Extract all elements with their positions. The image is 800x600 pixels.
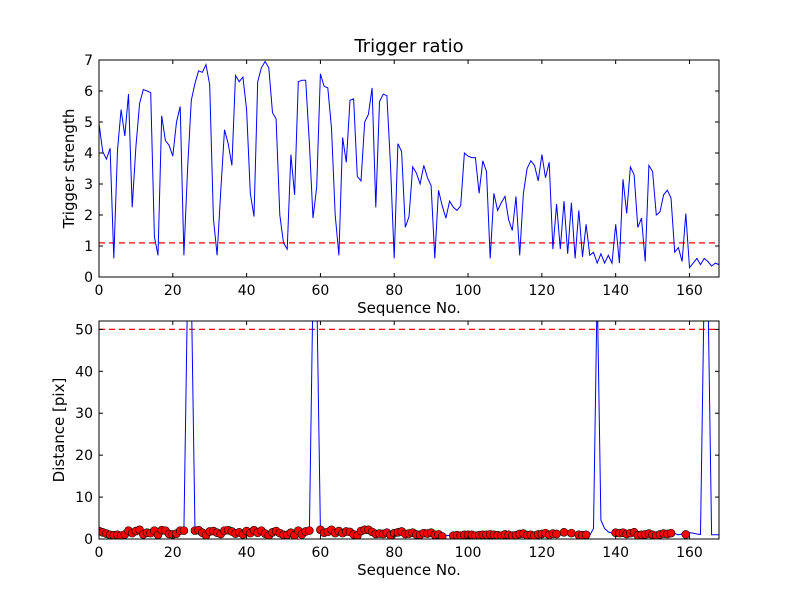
y-tick-label: 10 xyxy=(75,490,93,506)
plot-background xyxy=(99,60,719,277)
x-tick-label: 0 xyxy=(95,283,104,299)
y-tick-label: 4 xyxy=(84,146,93,162)
y-tick-label: 0 xyxy=(84,270,93,286)
data-point xyxy=(559,527,569,537)
marker-group xyxy=(99,525,691,539)
x-tick-label: 120 xyxy=(528,545,555,561)
data-point xyxy=(681,530,691,539)
x-axis-label: Sequence No. xyxy=(357,299,461,317)
y-axis-label: Trigger strength xyxy=(60,109,78,230)
x-tick-label: 100 xyxy=(455,283,482,299)
chart-title: Trigger ratio xyxy=(353,36,463,57)
x-tick-label: 80 xyxy=(385,283,403,299)
y-tick-label: 6 xyxy=(84,84,93,100)
x-tick-label: 140 xyxy=(602,545,629,561)
y-tick-label: 3 xyxy=(84,177,93,193)
axes-frame xyxy=(98,59,720,278)
y-tick-label: 30 xyxy=(75,406,93,422)
x-tick-label: 80 xyxy=(385,545,403,561)
data-point xyxy=(437,532,447,539)
x-tick-label: 40 xyxy=(238,545,256,561)
x-tick-label: 120 xyxy=(528,283,555,299)
x-tick-label: 160 xyxy=(676,545,703,561)
data-point xyxy=(305,526,314,535)
x-tick-label: 100 xyxy=(455,545,482,561)
bottom-panel-distance: 0 20 40 60 80 100 120 140 160 0 10 20 30 40 50 Sequence… xyxy=(50,320,720,579)
plot-background xyxy=(99,321,719,539)
y-tick-label: 1 xyxy=(84,239,93,255)
series-line-trigger-strength xyxy=(99,60,719,270)
x-tick-label: 40 xyxy=(238,283,256,299)
y-tick-label: 40 xyxy=(75,364,93,380)
data-point xyxy=(581,530,591,539)
x-tick-label: 20 xyxy=(164,283,182,299)
x-tick-label: 140 xyxy=(602,283,629,299)
y-tick-label: 7 xyxy=(84,53,93,69)
top-panel-trigger-ratio: 0 20 40 60 80 100 120 140 160 0 1 2 3 4 5 6 7 Sequence No… xyxy=(60,36,720,317)
x-tick-label: 160 xyxy=(676,283,703,299)
y-tick-label: 5 xyxy=(84,115,93,131)
data-point xyxy=(552,529,561,539)
y-tick-label: 20 xyxy=(75,448,93,464)
x-tick-label: 60 xyxy=(312,283,330,299)
data-point xyxy=(567,528,576,538)
x-axis-label: Sequence No. xyxy=(357,561,461,579)
axes-frame xyxy=(98,320,720,540)
y-tick-label: 2 xyxy=(84,208,93,224)
y-tick-label: 0 xyxy=(84,532,93,548)
y-tick-label: 50 xyxy=(75,322,93,338)
x-tick-label: 0 xyxy=(95,545,104,561)
x-tick-label: 60 xyxy=(312,545,330,561)
x-tick-label: 20 xyxy=(164,545,182,561)
data-point xyxy=(179,526,189,535)
data-point xyxy=(666,528,676,538)
y-axis-label: Distance [pix] xyxy=(50,378,68,483)
